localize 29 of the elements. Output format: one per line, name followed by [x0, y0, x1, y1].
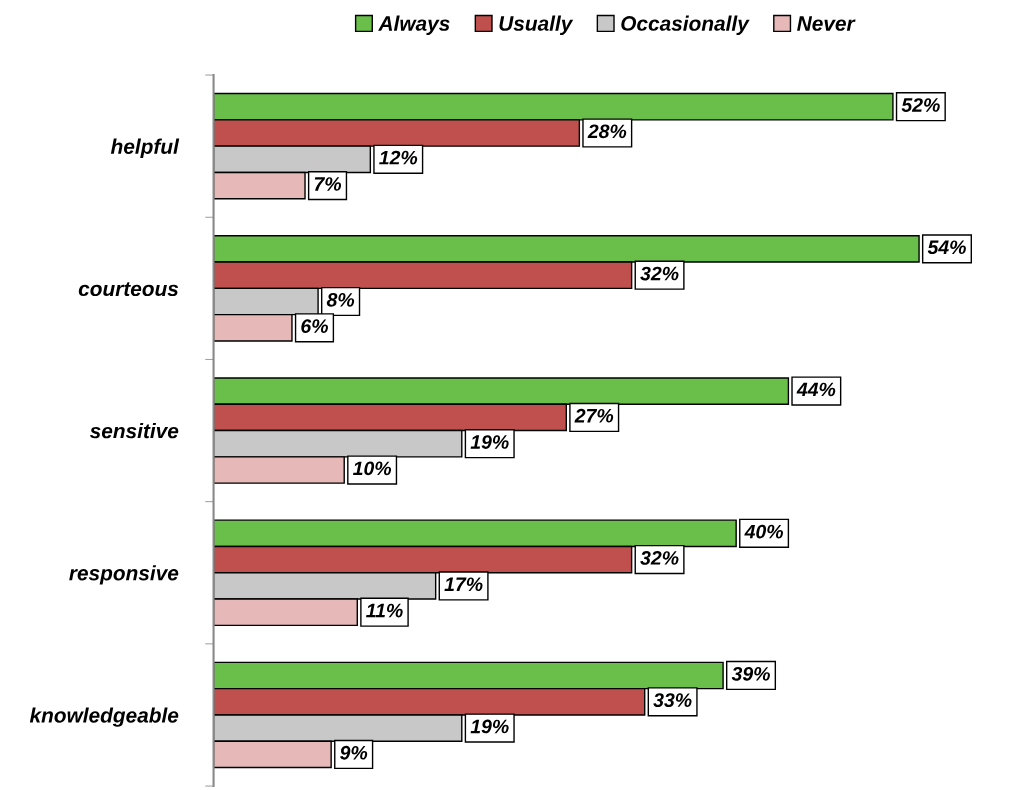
data-label: 40% [744, 524, 783, 539]
data-label: 17% [444, 577, 483, 592]
legend-label: Always [378, 15, 450, 35]
data-label: 32% [640, 266, 679, 281]
y-tick-label: helpful [110, 138, 180, 159]
data-label: 27% [574, 408, 614, 423]
data-label: 19% [470, 719, 509, 734]
data-label: 39% [731, 666, 770, 681]
legend-label: Usually [499, 15, 574, 35]
legend-label: Never [797, 16, 856, 31]
data-label: 10% [352, 461, 392, 476]
data-label: 19% [470, 435, 509, 449]
data-label: 11% [366, 603, 403, 618]
data-label: 8% [326, 292, 355, 307]
data-label: 33% [653, 693, 692, 708]
data-label: 54% [927, 240, 966, 255]
data-label: 28% [587, 124, 627, 139]
data-label: 6% [301, 319, 328, 334]
data-label: 9% [340, 745, 368, 760]
y-tick-label: courteous [78, 282, 179, 297]
legend-label: Occasionally [621, 15, 750, 35]
data-label: 7% [314, 177, 342, 191]
y-tick-label: responsive [69, 565, 179, 585]
data-label: 32% [640, 551, 679, 565]
y-tick-label: sensitive [89, 423, 179, 439]
data-label: 52% [901, 98, 940, 112]
data-label: 12% [379, 150, 418, 165]
data-label: 44% [796, 382, 836, 397]
y-tick-label: knowledgeable [29, 707, 179, 727]
